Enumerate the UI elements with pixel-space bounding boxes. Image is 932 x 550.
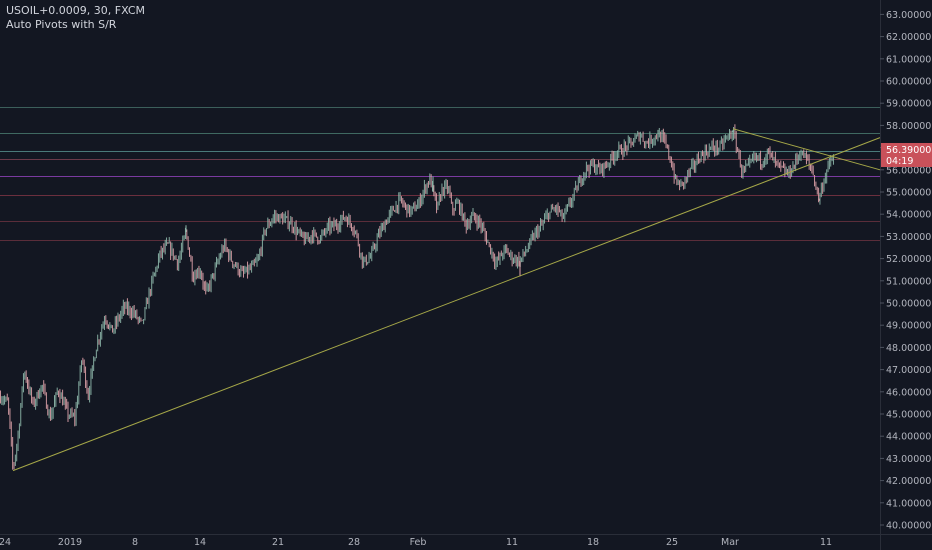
- price-tick-label-23: 63.0000000: [886, 10, 932, 21]
- bar-countdown: 04:19: [886, 156, 913, 167]
- price-tick-label-22: 62.0000000: [886, 32, 932, 43]
- price-tick-label-7: 47.0000000: [886, 365, 932, 376]
- price-tick-label-2: 42.0000000: [886, 476, 932, 487]
- trendline-1: [732, 128, 881, 171]
- price-tick-label-15: 55.0000000: [886, 188, 932, 199]
- time-tick-label-9: 25: [666, 537, 678, 548]
- price-tick-label-8: 48.0000000: [886, 343, 932, 354]
- last-price-badge: 56.3900000 04:19: [881, 143, 932, 167]
- price-tick-label-11: 51.0000000: [886, 276, 932, 287]
- price-tick-label-14: 54.0000000: [886, 210, 932, 221]
- time-tick-label-1: 2019: [58, 537, 82, 548]
- price-tick-label-9: 49.0000000: [886, 321, 932, 332]
- time-tick-label-3: 14: [194, 537, 206, 548]
- time-tick-label-2: 8: [132, 537, 138, 548]
- price-tick-label-1: 41.0000000: [886, 498, 932, 509]
- price-tick-label-12: 52.0000000: [886, 254, 932, 265]
- price-tick-label-4: 44.0000000: [886, 432, 932, 443]
- price-tick-label-5: 45.0000000: [886, 410, 932, 421]
- symbol-title[interactable]: USOIL+0.0009, 30, FXCM: [6, 4, 145, 17]
- time-tick-label-11: 11: [820, 537, 832, 548]
- price-tick-label-13: 53.0000000: [886, 232, 932, 243]
- price-tick-label-16: 56.0000000: [886, 165, 932, 176]
- trendlines: [12, 128, 881, 472]
- time-tick-label-0: 24: [0, 537, 11, 548]
- price-tick-label-3: 43.0000000: [886, 454, 932, 465]
- chart-legend: USOIL+0.0009, 30, FXCM Auto Pivots with …: [6, 4, 145, 32]
- last-price-value: 56.3900000: [886, 145, 932, 156]
- price-tick-label-20: 60.0000000: [886, 77, 932, 88]
- indicator-title[interactable]: Auto Pivots with S/R: [6, 18, 117, 31]
- trendline-0: [12, 137, 881, 472]
- time-tick-label-5: 28: [348, 537, 360, 548]
- time-axis[interactable]: 24 2019 8 14 21 28 Feb 11 18 25 Mar 11: [0, 537, 832, 548]
- time-tick-label-4: 21: [272, 537, 284, 548]
- price-tick-label-10: 50.0000000: [886, 299, 932, 310]
- support-resistance-levels: [0, 107, 880, 241]
- price-tick-label-18: 58.0000000: [886, 121, 932, 132]
- time-tick-label-6: Feb: [410, 537, 427, 548]
- last-price-badge-background: [881, 143, 932, 167]
- price-tick-label-19: 59.0000000: [886, 99, 932, 110]
- price-tick-label-0: 40.0000000: [886, 521, 932, 532]
- candlestick-series: [0, 124, 834, 470]
- time-tick-label-7: 11: [506, 537, 518, 548]
- time-tick-label-10: Mar: [721, 537, 739, 548]
- price-tick-label-21: 61.0000000: [886, 54, 932, 65]
- price-tick-label-6: 46.0000000: [886, 387, 932, 398]
- time-tick-label-8: 18: [587, 537, 599, 548]
